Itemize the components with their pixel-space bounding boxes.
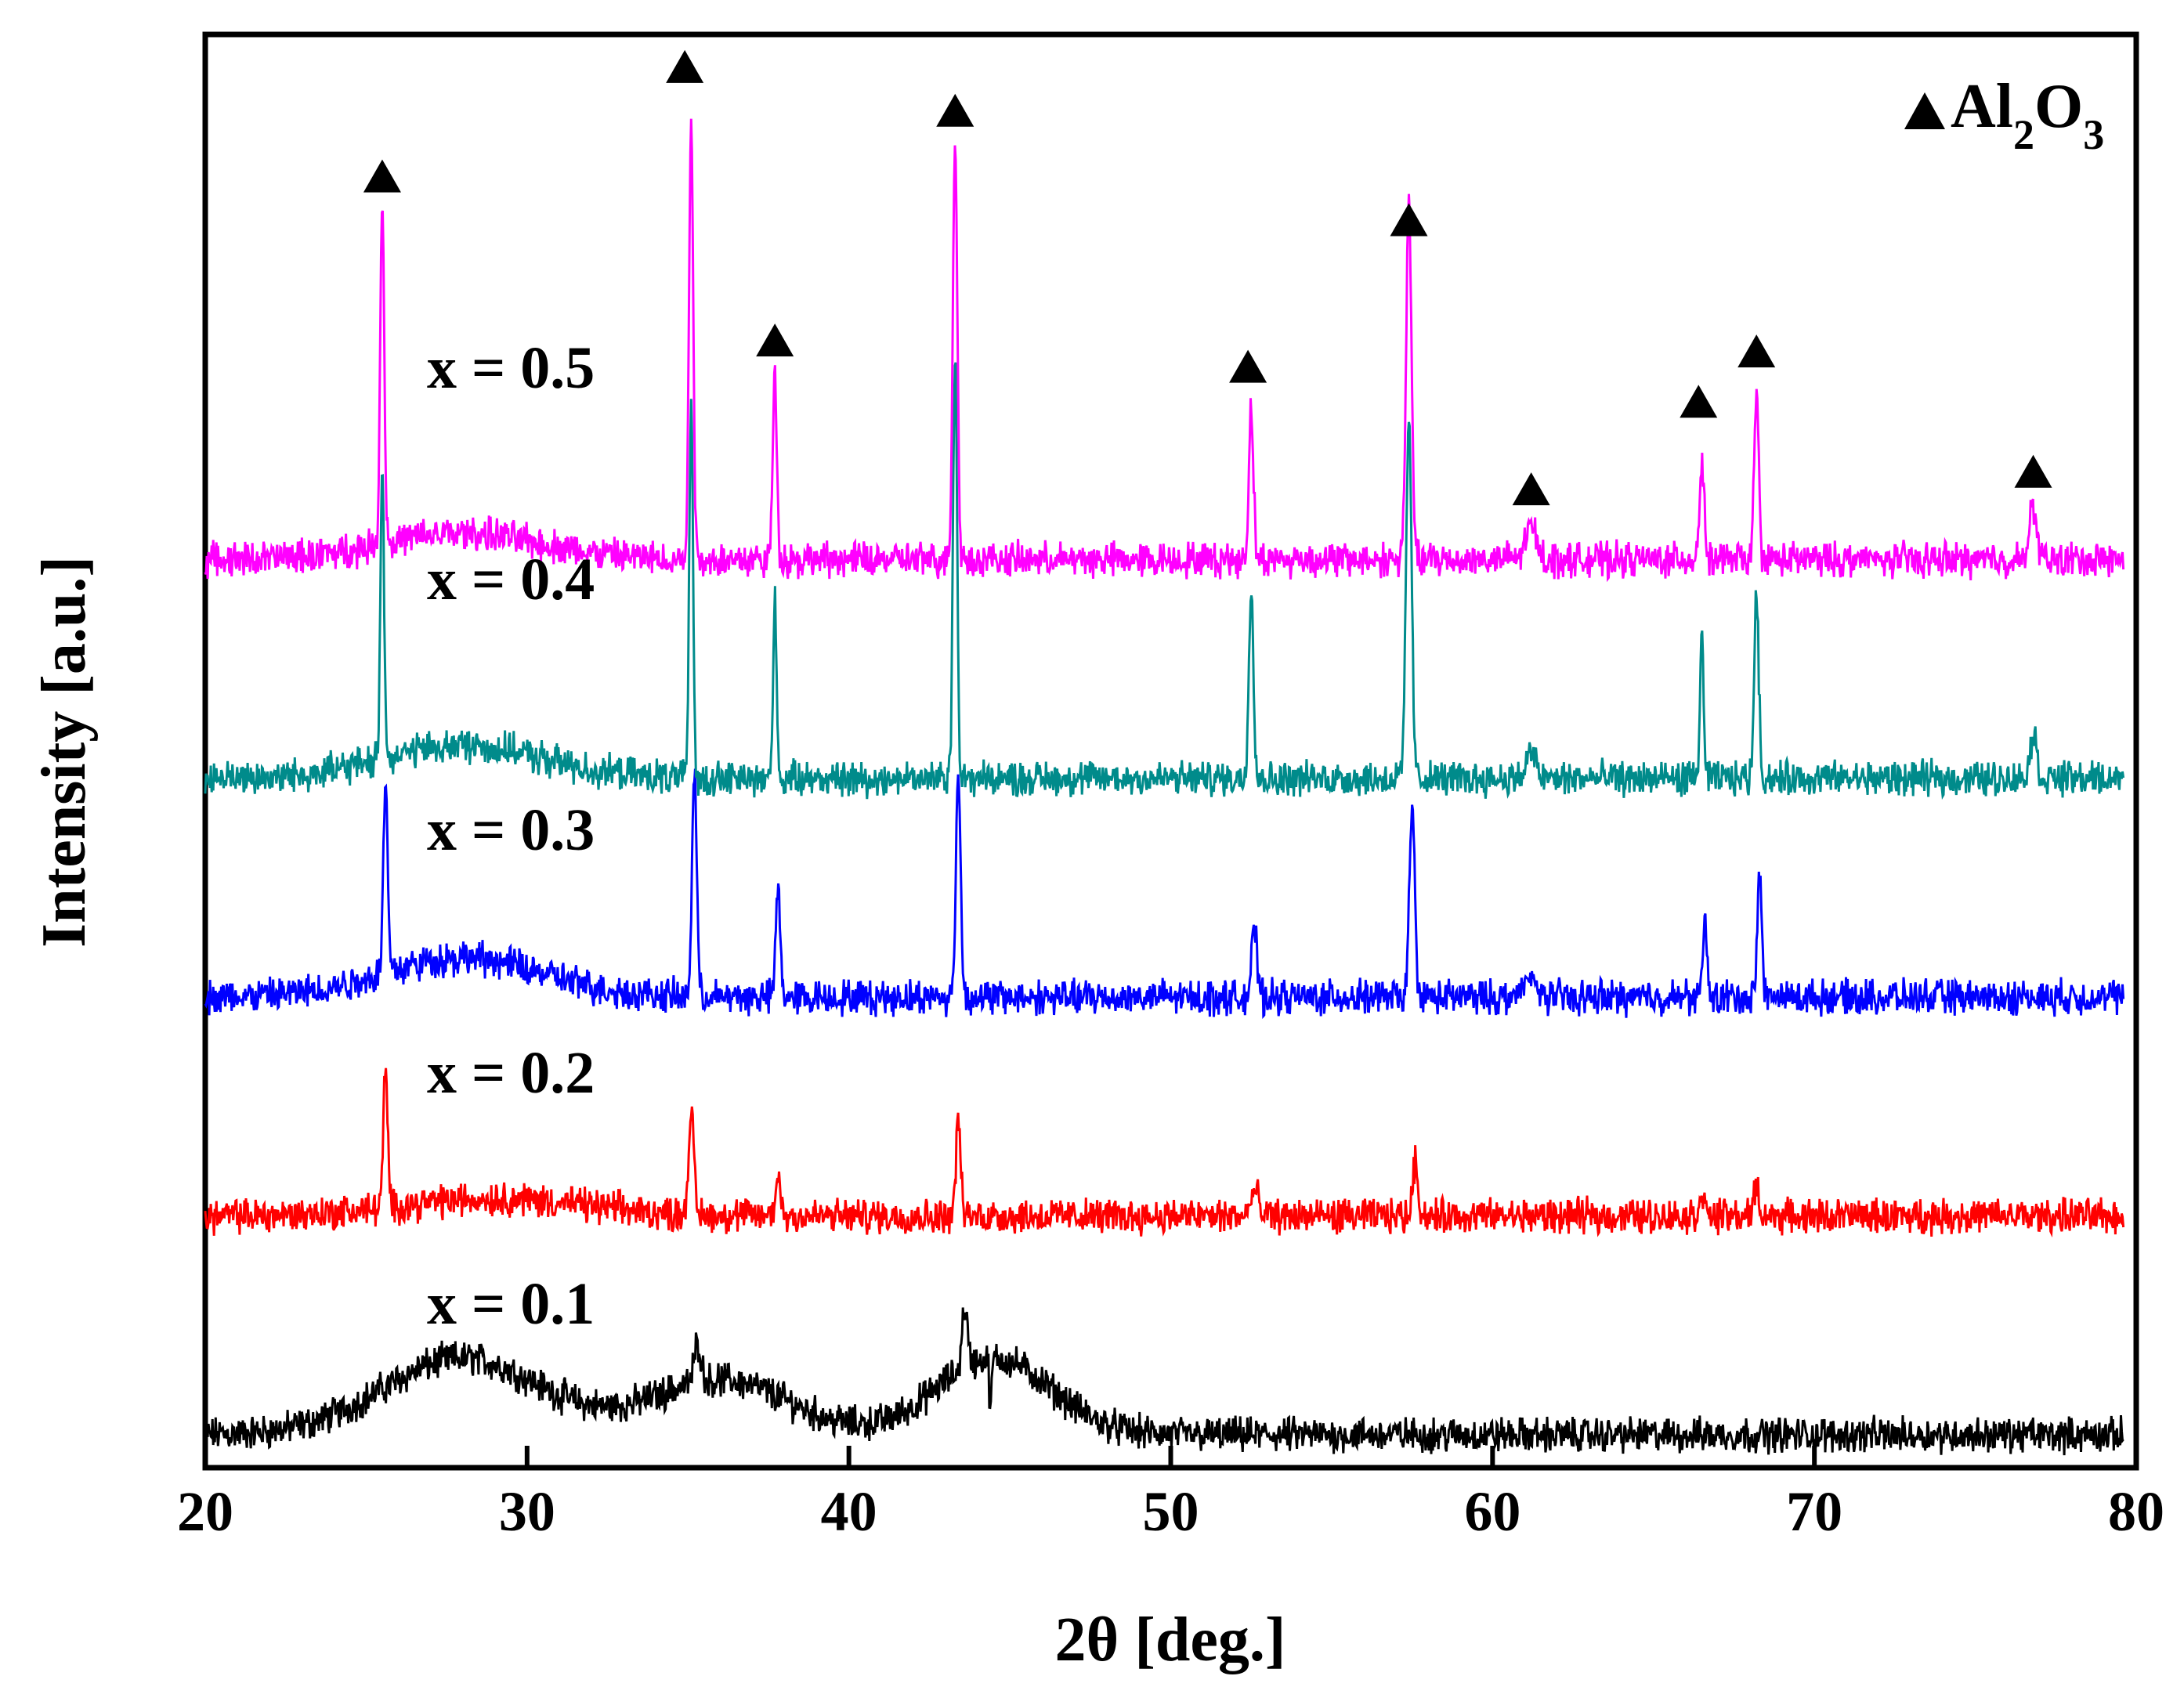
legend: Al2O3 (1904, 72, 2104, 158)
series-label-x05: x = 0.5 (427, 335, 595, 401)
x-tick-label: 30 (499, 1480, 555, 1543)
x-tick-label: 60 (1464, 1480, 1520, 1543)
legend-label-al: Al (1951, 72, 2013, 141)
legend-label-o: O (2034, 72, 2083, 141)
al2o3-triangle-marker (666, 49, 704, 83)
legend-label-sub-3: 3 (2083, 111, 2104, 158)
al2o3-triangle-marker (1737, 334, 1776, 368)
legend-label-sub-2: 2 (2013, 111, 2034, 158)
series-line-4 (204, 362, 2125, 800)
triangle-markers (363, 49, 2052, 506)
al2o3-triangle-marker (2014, 454, 2052, 488)
series-label-x04: x = 0.4 (427, 547, 595, 612)
y-axis-title: Intensity [a.u.] (30, 556, 99, 948)
al2o3-triangle-marker (1680, 385, 1718, 418)
x-tick-label: 20 (177, 1480, 233, 1543)
al2o3-triangle-marker (756, 323, 794, 357)
series-line-5 (204, 118, 2125, 583)
x-axis-ticks: 20 30 40 50 60 70 80 (177, 1446, 2164, 1543)
x-tick-label: 80 (2108, 1480, 2164, 1543)
series-label-x03: x = 0.3 (427, 797, 595, 863)
series-label-x02: x = 0.2 (427, 1040, 595, 1106)
series-label-x01: x = 0.1 (427, 1271, 595, 1337)
al2o3-triangle-marker (1390, 203, 1428, 237)
series-line-2 (204, 1067, 2125, 1238)
legend-triangle-icon (1904, 92, 1945, 129)
al2o3-triangle-marker (1229, 349, 1267, 383)
x-tick-label: 70 (1786, 1480, 1842, 1543)
series-group (204, 118, 2125, 1456)
al2o3-triangle-marker (363, 159, 401, 193)
al2o3-triangle-marker (936, 93, 974, 127)
x-tick-label: 40 (821, 1480, 877, 1543)
x-axis-title: 2θ [deg.] (1054, 1606, 1285, 1674)
legend-label: Al2O3 (1951, 72, 2104, 158)
x-tick-label: 50 (1143, 1480, 1199, 1543)
al2o3-triangle-marker (1512, 472, 1550, 506)
series-line-3 (204, 768, 2125, 1020)
series-line-1 (204, 1307, 2124, 1456)
